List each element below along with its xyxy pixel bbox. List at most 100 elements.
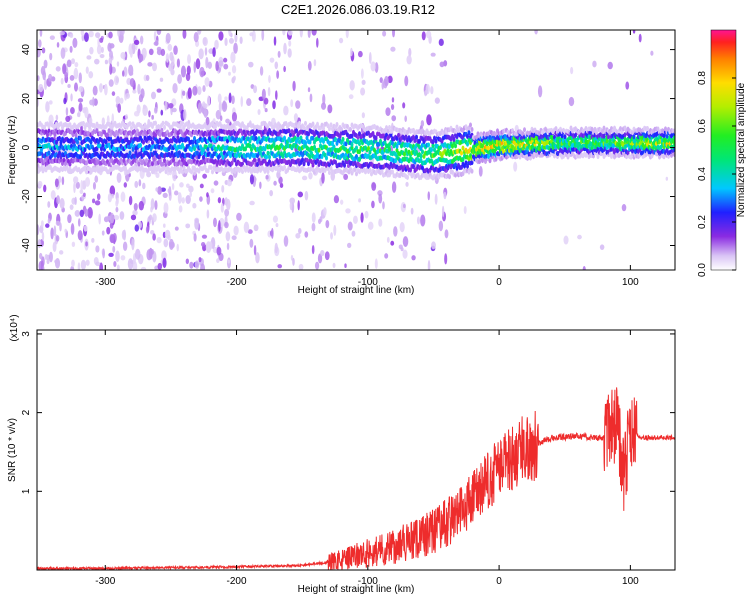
heatmap-cell — [328, 126, 331, 132]
heatmap-cell — [271, 227, 274, 239]
heatmap-cell — [153, 41, 159, 46]
heatmap-cell — [298, 139, 301, 145]
heatmap-cell — [89, 139, 93, 145]
heatmap-cell — [69, 75, 75, 81]
heatmap-cell — [152, 62, 158, 72]
heatmap-cell — [54, 259, 60, 264]
heatmap-cell — [74, 61, 79, 68]
heatmap-cell — [324, 251, 330, 261]
heatmap-cell — [47, 150, 51, 156]
heatmap-cell — [288, 40, 292, 47]
heatmap-cell — [283, 105, 289, 116]
heatmap-cell — [43, 184, 47, 193]
heatmap-cell — [662, 154, 666, 160]
heatmap-cell — [195, 58, 201, 70]
heatmap-cell — [157, 262, 163, 270]
heatmap-cell — [632, 134, 636, 140]
heatmap-cell — [218, 220, 221, 232]
heatmap-cell — [88, 30, 94, 38]
heatmap-cell — [391, 181, 397, 193]
heatmap-cell — [249, 200, 255, 206]
heatmap-cell — [181, 197, 185, 204]
heatmap-cell — [390, 103, 395, 111]
x-tick-label: 100 — [622, 277, 639, 288]
heatmap-cell — [313, 59, 317, 67]
heatmap-cell — [76, 112, 81, 118]
heatmap-cell — [152, 157, 156, 163]
heatmap-cell — [37, 39, 42, 48]
heatmap-cell — [49, 35, 55, 40]
heatmap-cell — [253, 157, 256, 163]
heatmap-cell — [374, 258, 378, 270]
heatmap-cell — [55, 235, 60, 242]
heatmap-cell — [95, 32, 101, 39]
heatmap-cell — [295, 100, 301, 109]
heatmap-cell — [334, 159, 337, 165]
heatmap-cell — [41, 47, 46, 54]
heatmap-cell — [257, 109, 261, 115]
heatmap-cell — [340, 199, 344, 205]
x-tick-label: -300 — [95, 277, 115, 288]
heatmap-cell — [87, 207, 93, 219]
heatmap-cell — [164, 100, 168, 111]
heatmap-cell — [239, 165, 243, 171]
spectrogram-x-axis-label: Height of straight line (km) — [298, 285, 415, 296]
heatmap-cell — [665, 176, 669, 181]
heatmap-cell — [345, 208, 351, 214]
heatmap-cell — [165, 32, 171, 44]
heatmap-cell — [106, 226, 111, 235]
heatmap-cell — [76, 139, 79, 145]
heatmap-cell — [221, 184, 225, 193]
heatmap-cell — [350, 47, 353, 57]
heatmap-cell — [145, 226, 150, 234]
heatmap-cell — [665, 133, 669, 139]
x-tick-label: -200 — [227, 576, 247, 587]
heatmap-cell — [202, 85, 206, 93]
heatmap-cell — [563, 235, 569, 245]
heatmap-cell — [607, 61, 613, 70]
heatmap-cell — [108, 57, 113, 65]
heatmap-cell — [162, 257, 167, 269]
heatmap-cell — [475, 134, 478, 140]
heatmap-cell — [307, 87, 311, 93]
heatmap-cell — [304, 190, 309, 201]
heatmap-cell — [194, 218, 200, 230]
heatmap-cell — [292, 80, 296, 92]
heatmap-cell — [153, 30, 157, 42]
heatmap-cell — [367, 221, 374, 231]
heatmap-cell — [179, 182, 184, 188]
heatmap-cell — [253, 244, 257, 256]
heatmap-cell — [646, 126, 649, 132]
heatmap-cell — [168, 63, 174, 72]
heatmap-cell — [355, 145, 358, 151]
heatmap-cell — [193, 31, 199, 43]
heatmap-cell — [305, 135, 309, 141]
heatmap-cell — [438, 220, 444, 232]
heatmap-cell — [138, 179, 142, 187]
heatmap-cell — [388, 124, 391, 130]
heatmap-cell — [332, 262, 336, 269]
heatmap-cell — [461, 145, 465, 151]
heatmap-cell — [317, 147, 321, 153]
heatmap-cell — [161, 250, 167, 261]
heatmap-cell — [290, 99, 294, 108]
heatmap-cell — [283, 235, 289, 247]
heatmap-cell — [402, 249, 408, 259]
heatmap-cell — [470, 168, 474, 174]
heatmap-cell — [358, 141, 361, 147]
heatmap-cell — [95, 245, 100, 253]
heatmap-cell — [130, 142, 133, 148]
heatmap-cell — [192, 85, 198, 96]
heatmap-cell — [128, 150, 132, 156]
heatmap-cell — [259, 66, 264, 76]
heatmap-cell — [109, 135, 112, 141]
heatmap-cell — [278, 176, 283, 185]
heatmap-cell — [466, 163, 469, 169]
heatmap-cell — [123, 182, 128, 188]
heatmap-cell — [269, 57, 275, 63]
heatmap-cell — [411, 255, 416, 261]
heatmap-cell — [463, 206, 467, 215]
heatmap-cell — [107, 128, 111, 134]
heatmap-cell — [155, 187, 159, 192]
